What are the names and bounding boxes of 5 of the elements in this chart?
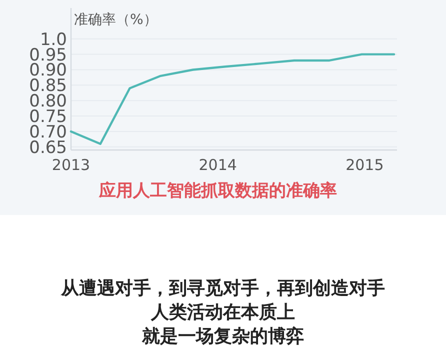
title: 应用人工智能抓取数据的准确率	[99, 181, 337, 201]
annotation: 就是一场复杂的博弈	[142, 326, 304, 347]
annotation: 从遭遇对手，到寻觅对手，再到创造对手	[61, 278, 385, 299]
ylabel: 准确率（%）	[74, 12, 158, 28]
annotation: 人类活动在本质上	[151, 302, 295, 323]
